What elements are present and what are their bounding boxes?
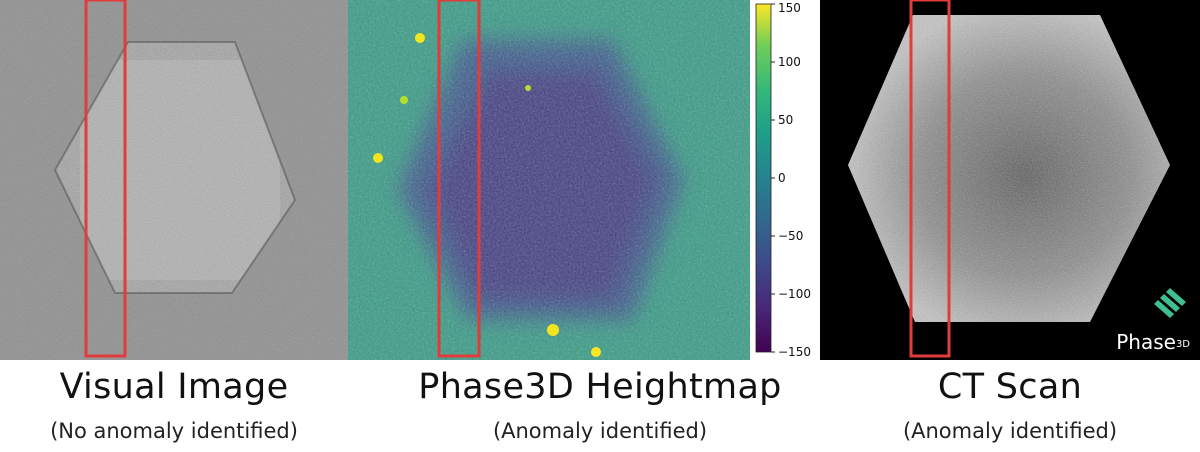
colorbar-tick-label: −100 <box>778 287 811 301</box>
ct-scan-panel: Phase3D <box>820 0 1200 360</box>
heightmap-image <box>348 0 750 360</box>
highlight-box <box>909 0 951 358</box>
colorbar-tick-label: −150 <box>778 345 811 359</box>
visual-image-subtitle: (No anomaly identified) <box>50 419 298 443</box>
phase3d-logo-text: Phase3D <box>1116 330 1190 354</box>
colorbar-tick-label: 50 <box>778 113 793 127</box>
highlight-box <box>84 0 127 358</box>
colorbar-gradient <box>755 3 772 353</box>
highlight-box <box>437 0 481 358</box>
heightmap-panel <box>348 0 750 360</box>
colorbar: 150 100 50 0 −50 −100 −150 <box>750 0 820 360</box>
heightmap-subtitle: (Anomaly identified) <box>492 419 708 443</box>
bright-spots <box>373 33 601 357</box>
phase3d-logo-icon <box>1154 288 1186 318</box>
visual-image-panel <box>0 0 348 360</box>
heightmap-title: Phase3D Heightmap <box>418 367 782 407</box>
colorbar-tick-label: 0 <box>778 171 786 185</box>
visual-image-title: Visual Image <box>59 367 289 407</box>
ct-scan-subtitle: (Anomaly identified) <box>902 419 1118 443</box>
ct-scan-title: CT Scan <box>937 367 1083 407</box>
colorbar-tick-label: 100 <box>778 55 801 69</box>
colorbar-tick-label: −50 <box>778 229 803 243</box>
ct-scan-image <box>820 0 1200 360</box>
visual-image <box>0 0 348 360</box>
colorbar-tick-label: 150 <box>778 1 801 15</box>
